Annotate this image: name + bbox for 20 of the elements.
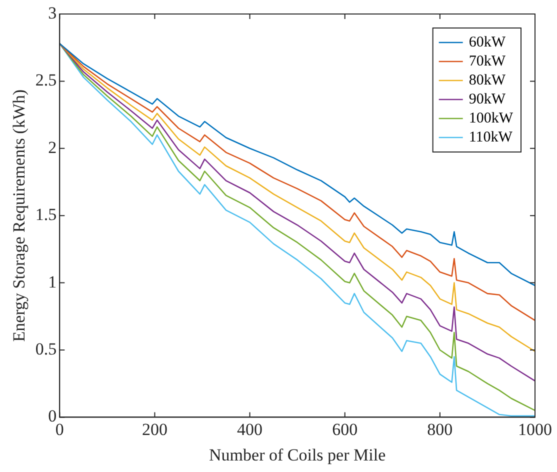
legend-label: 80kW — [468, 72, 506, 88]
y-tick-label: 0 — [48, 406, 57, 426]
legend-label: 60kW — [468, 34, 506, 50]
y-axis-title: Energy Storage Requirements (kWh) — [10, 89, 29, 342]
legend-label: 100kW — [468, 110, 514, 126]
x-tick-label: 600 — [332, 420, 358, 439]
legend-label: 110kW — [468, 129, 514, 146]
y-tick-label: 1.5 — [35, 205, 57, 224]
legend-label: 90kW — [468, 91, 506, 108]
y-tick-label: 2.5 — [35, 70, 57, 90]
y-tick-label: 1 — [48, 272, 57, 292]
x-tick-label: 1000 — [518, 420, 552, 439]
y-tick-label: 2 — [48, 138, 57, 157]
x-axis-title: Number of Coils per Mile — [209, 445, 386, 464]
y-tick-label: 0.5 — [35, 339, 57, 358]
legend-label: 70kW — [468, 53, 506, 70]
y-tick-label: 3 — [48, 3, 57, 22]
x-tick-label: 800 — [427, 420, 453, 439]
x-tick-label: 200 — [142, 420, 168, 439]
x-tick-label: 400 — [237, 420, 263, 439]
